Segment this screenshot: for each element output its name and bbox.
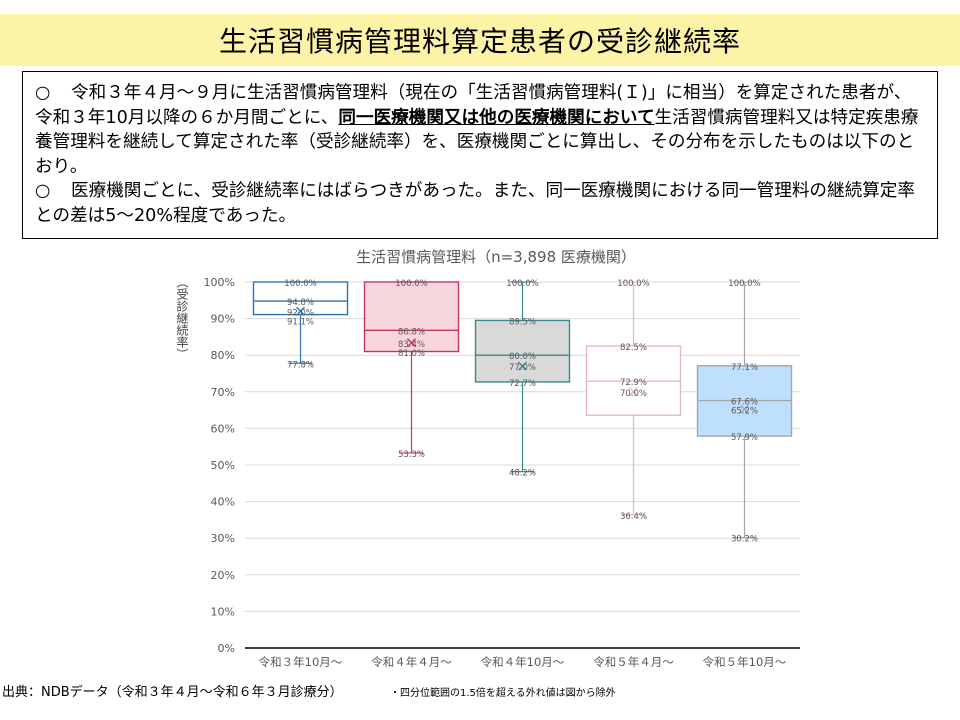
box-5: 100.0% 77.1% 67.6%65.2% 57.9% 30.2% bbox=[696, 279, 793, 544]
box-3: 100.0% 89.5% 80.0%77.0% 72.7% 48.2% bbox=[474, 279, 571, 479]
data-label: 86.8% bbox=[398, 327, 425, 337]
box-4: 100.0% 82.5% 72.9%70.0% 36.4% bbox=[585, 279, 682, 522]
data-label: 36.4% bbox=[620, 512, 647, 522]
y-tick-label: 20% bbox=[211, 569, 235, 582]
data-label: 77.0% bbox=[509, 363, 536, 373]
summary-paragraph-1: ○ 令和３年４月～９月に生活習慣病管理料（現在の「生活習慣病管理料(Ｉ)」に相当）… bbox=[35, 81, 925, 179]
x-tick-label: 令和４年10月～ bbox=[481, 655, 565, 669]
data-label: 100.0% bbox=[284, 279, 316, 289]
y-tick-label: 70% bbox=[211, 386, 235, 399]
y-tick-label: 10% bbox=[211, 605, 235, 618]
y-tick-labels: 0% 10% 20% 30% 40% 50% 60% 70% 80% 90% 100% bbox=[204, 276, 235, 655]
box-1: 100.0% 94.8%92.0%91.1% 77.8% bbox=[252, 279, 349, 370]
data-label: 80.0% bbox=[509, 352, 536, 362]
mean-marker bbox=[296, 306, 305, 316]
iqr-box bbox=[474, 319, 571, 383]
data-label: 72.9% bbox=[620, 378, 647, 388]
x-tick-label: 令和５年４月～ bbox=[593, 655, 674, 669]
data-label: 65.2% bbox=[731, 407, 758, 417]
y-tick-label: 0% bbox=[218, 642, 235, 655]
data-label: 48.2% bbox=[509, 469, 536, 479]
data-label: 30.2% bbox=[731, 534, 758, 544]
bullet-icon: ○ bbox=[35, 181, 51, 202]
data-label: 67.6% bbox=[731, 398, 758, 408]
data-label: 72.7% bbox=[509, 379, 536, 389]
summary-p1-emphasis: 同一医療機関又は他の医療機関において bbox=[338, 107, 655, 128]
mean-marker bbox=[629, 387, 638, 397]
bullet-icon: ○ bbox=[35, 83, 51, 103]
title-bar: 生活習慣病管理料算定患者の受診継続率 bbox=[0, 14, 960, 66]
data-label: 70.0% bbox=[620, 389, 647, 399]
iqr-box bbox=[363, 281, 460, 353]
data-label: 81.0% bbox=[398, 349, 425, 359]
x-tick-label: 令和４年４月～ bbox=[371, 655, 452, 669]
chart-title: 生活習慣病管理料（n=3,898 医療機関） bbox=[356, 248, 636, 266]
x-tick-label: 令和５年10月～ bbox=[703, 655, 787, 669]
mean-marker bbox=[518, 361, 527, 371]
y-tick-label: 50% bbox=[211, 459, 235, 472]
data-label: 100.0% bbox=[728, 279, 760, 289]
data-label: 100.0% bbox=[617, 279, 649, 289]
y-tick-label: 60% bbox=[211, 422, 235, 435]
y-tick-label: 80% bbox=[211, 349, 235, 362]
box-2: 100.0% 86.8% 83.4%81.0% 53.3% bbox=[363, 279, 460, 460]
y-tick-label: 100% bbox=[204, 276, 235, 289]
data-label: 91.1% bbox=[287, 317, 314, 327]
data-label: 57.9% bbox=[731, 433, 758, 443]
data-label: 77.1% bbox=[731, 363, 758, 373]
y-tick-label: 90% bbox=[211, 313, 235, 326]
iqr-box bbox=[252, 281, 349, 316]
data-label: 100.0% bbox=[506, 279, 538, 289]
x-tick-label: 令和３年10月～ bbox=[259, 655, 343, 669]
y-tick-label: 40% bbox=[211, 496, 235, 509]
y-tick-label: 30% bbox=[211, 532, 235, 545]
data-label: 82.5% bbox=[620, 343, 647, 353]
source-note: 出典：NDBデータ（令和３年４月～令和６年３月診療分） bbox=[2, 685, 343, 700]
mean-marker bbox=[740, 404, 749, 414]
box-series: 100.0% 94.8%92.0%91.1% 77.8% 100.0% 86.8% 83.… bbox=[252, 279, 793, 544]
page-title: 生活習慣病管理料算定患者の受診継続率 bbox=[218, 25, 741, 58]
summary-p2: 医療機関ごとに、受診継続率にはばらつきがあった。また、同一医療機関における同一管… bbox=[35, 181, 915, 226]
data-label: 100.0% bbox=[395, 279, 427, 289]
summary-paragraph-2: ○ 医療機関ごとに、受診継続率にはばらつきがあった。また、同一医療機関における同一… bbox=[35, 179, 925, 228]
mean-marker bbox=[407, 338, 416, 348]
outlier-note: ・四分位範囲の1.5倍を超える外れ値は図から除外 bbox=[390, 688, 616, 699]
summary-p1-before: 令和３年４月～９月に生活習慣病管理料（現在の「生活習慣病管理料(Ｉ)」に相当）を… bbox=[35, 83, 912, 128]
x-tick-labels: 令和３年10月～ 令和４年４月～ 令和４年10月～ 令和５年４月～ 令和５年10月～ bbox=[259, 655, 787, 669]
data-label: 89.5% bbox=[509, 317, 536, 327]
data-label: 83.4% bbox=[398, 340, 425, 350]
summary-p1-after: 生活習慣病管理料又は特定疾患療養管理料を継続して算定された率（受診継続率）を、医… bbox=[35, 107, 919, 177]
y-axis-label: （受診継続率） bbox=[175, 276, 189, 360]
data-label: 94.8% bbox=[287, 298, 314, 308]
box-plot-chart: 生活習慣病管理料（n=3,898 医療機関） （受診継続率） 0% 10% 20% 3… bbox=[175, 248, 800, 669]
data-label: 53.3% bbox=[398, 450, 425, 460]
summary-box: ○ 令和３年４月～９月に生活習慣病管理料（現在の「生活習慣病管理料(Ｉ)」に相当）… bbox=[22, 71, 938, 239]
data-label: 92.0% bbox=[287, 308, 314, 318]
data-label: 77.8% bbox=[287, 360, 314, 370]
